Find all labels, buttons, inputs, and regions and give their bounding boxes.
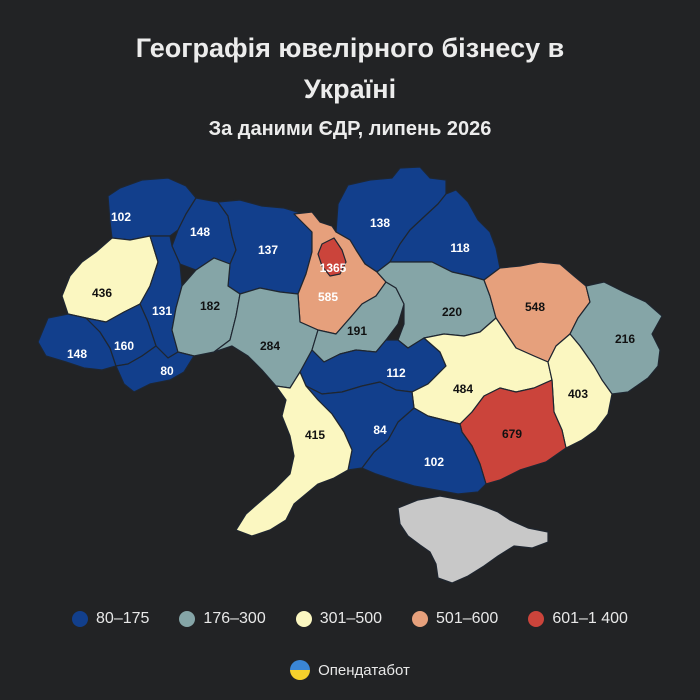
- region-label-kirovohrad: 112: [386, 366, 406, 380]
- ukraine-flag-circle-icon: [290, 660, 311, 680]
- region-label-kyiv-city: 1365: [320, 261, 347, 275]
- page-title: Географія ювелірного бізнесу в Україні: [0, 28, 700, 110]
- region-label-donetsk: 403: [568, 387, 588, 401]
- region-label-rivne: 148: [190, 225, 210, 239]
- region-label-ivano-frankivsk: 160: [114, 339, 134, 353]
- region-label-cherkasy: 191: [347, 324, 367, 338]
- legend-item-3: 301–500: [295, 610, 383, 628]
- legend-item-4: 501–600: [412, 610, 498, 628]
- region-label-chernivtsi: 80: [160, 364, 174, 378]
- region-label-kharkiv: 548: [525, 300, 545, 314]
- region-label-poltava: 220: [442, 305, 462, 319]
- brand: Опендатабот: [0, 660, 700, 680]
- region-chernivtsi[interactable]: [115, 345, 195, 393]
- region-label-ternopil: 131: [152, 304, 172, 318]
- region-zakarpattia[interactable]: [37, 313, 117, 371]
- brand-name: Опендатабот: [318, 661, 410, 679]
- region-label-zaporizhzhia: 679: [502, 427, 522, 441]
- region-label-zhytomyr: 137: [258, 243, 278, 257]
- legend-label: 80–175: [96, 610, 150, 627]
- region-label-odesa: 415: [305, 428, 325, 442]
- legend-item-5: 601–1 400: [528, 610, 628, 628]
- region-label-lviv: 436: [92, 286, 112, 300]
- title-line-1: Географія ювелірного бізнесу в: [135, 33, 565, 63]
- region-label-kherson: 102: [424, 455, 444, 469]
- title-line-2: Україні: [303, 74, 397, 104]
- legend-label: 501–600: [436, 610, 499, 627]
- region-label-chernihiv: 138: [370, 216, 390, 230]
- legend-swatch: [295, 611, 312, 627]
- region-label-zakarpattia: 148: [67, 347, 87, 361]
- legend-label: 601–1 400: [552, 610, 628, 627]
- region-odesa[interactable]: [235, 371, 353, 537]
- legend-swatch: [72, 611, 89, 627]
- legend-swatch: [528, 611, 545, 627]
- region-label-khmelnytskyi: 182: [200, 299, 220, 313]
- region-label-dnipropetrovsk: 484: [453, 382, 473, 396]
- legend-item-1: 80–175: [72, 610, 149, 628]
- region-label-volyn: 102: [111, 210, 131, 224]
- legend-item-2: 176–300: [179, 610, 266, 628]
- legend-label: 301–500: [319, 610, 383, 627]
- legend: 80–175 176–300 301–500 501–600 601–1 400: [0, 610, 700, 628]
- region-crimea[interactable]: [397, 495, 549, 584]
- legend-swatch: [412, 611, 429, 627]
- subtitle: За даними ЄДР, липень 2026: [208, 118, 492, 140]
- region-label-kyiv-oblast: 585: [318, 290, 338, 304]
- legend-label: 176–300: [203, 610, 266, 627]
- region-label-luhansk: 216: [615, 332, 635, 346]
- region-luhansk[interactable]: [569, 281, 663, 395]
- region-kyiv-city[interactable]: [317, 237, 347, 277]
- region-label-vinnytsia: 284: [260, 339, 280, 353]
- region-label-mykolaiv: 84: [373, 423, 387, 437]
- legend-swatch: [179, 611, 196, 627]
- region-label-sumy: 118: [450, 241, 470, 255]
